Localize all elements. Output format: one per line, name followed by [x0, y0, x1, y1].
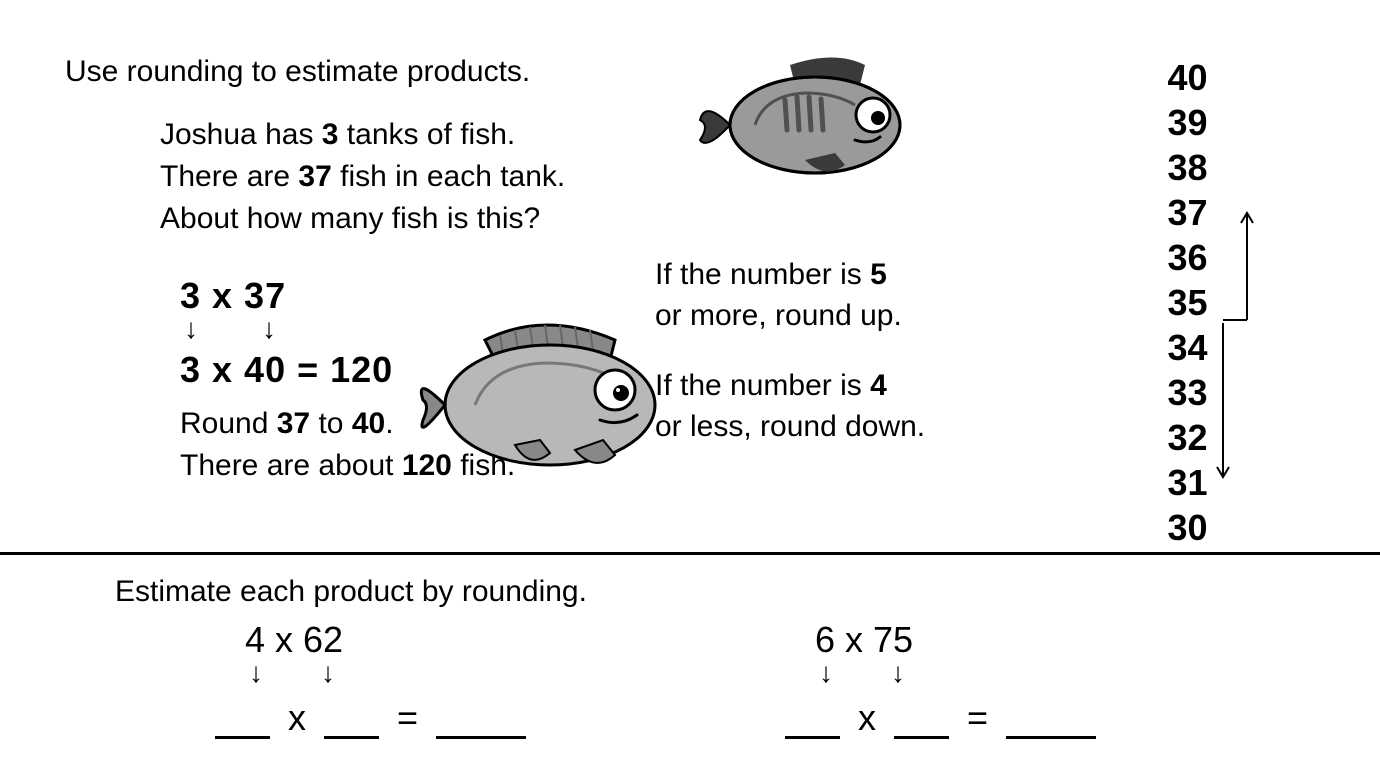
nl-value: 36 [1160, 235, 1215, 280]
exercise-1-blanks: x = [215, 697, 555, 747]
nl-value: 34 [1160, 325, 1215, 370]
rule-round-down: If the number is 4 or less, round down. [655, 366, 1015, 447]
nl-value: 30 [1160, 505, 1215, 550]
down-arrow-icon: ↓ [819, 659, 833, 687]
blank-operand-2[interactable] [894, 699, 949, 739]
nl-value: 38 [1160, 145, 1215, 190]
number-line-values: 40 39 38 37 36 35 34 33 32 31 30 [1160, 55, 1215, 550]
exercise-2: 6 x 75 ↓ ↓ x = [815, 619, 1125, 747]
down-arrow-icon: ↓ [184, 315, 198, 343]
exercise-1: 4 x 62 ↓ ↓ x = [245, 619, 555, 747]
fish-icon [415, 305, 685, 495]
section-divider [0, 552, 1380, 555]
blank-operand-1[interactable] [215, 699, 270, 739]
problem-line-3: About how many fish is this? [160, 202, 540, 235]
times-symbol: x [850, 697, 884, 739]
blank-result[interactable] [436, 699, 526, 739]
equals-symbol: = [389, 697, 426, 739]
bottom-instruction: Estimate each product by rounding. [115, 575, 1330, 609]
nl-value: 40 [1160, 55, 1215, 100]
down-arrow-icon: ↓ [262, 315, 276, 343]
nl-value: 32 [1160, 415, 1215, 460]
equals-symbol: = [959, 697, 996, 739]
problem-line-2: There are 37 fish in each tank. [160, 160, 565, 193]
down-arrow-icon: ↓ [891, 659, 905, 687]
down-arrow-icon: ↓ [321, 659, 335, 687]
down-arrow-icon: ↓ [249, 659, 263, 687]
number-line: 40 39 38 37 36 35 34 33 32 31 30 [1120, 55, 1280, 555]
exercise-2-arrows: ↓ ↓ [815, 659, 1125, 697]
nl-value: 35 [1160, 280, 1215, 325]
exercise-2-problem: 6 x 75 [815, 619, 1125, 661]
nl-value: 31 [1160, 460, 1215, 505]
nl-value: 37 [1160, 190, 1215, 235]
exercise-1-arrows: ↓ ↓ [245, 659, 555, 697]
blank-result[interactable] [1006, 699, 1096, 739]
nl-value: 39 [1160, 100, 1215, 145]
worked-answer-1: Round 37 to 40. [180, 407, 394, 440]
nl-value: 33 [1160, 370, 1215, 415]
exercise-2-blanks: x = [785, 697, 1125, 747]
rule-round-up: If the number is 5 or more, round up. [655, 255, 1015, 336]
times-symbol: x [280, 697, 314, 739]
problem-line-1: Joshua has 3 tanks of fish. [160, 118, 515, 151]
rounding-bracket-icon [1215, 65, 1265, 545]
exercise-1-problem: 4 x 62 [245, 619, 555, 661]
fish-icon [695, 45, 925, 205]
blank-operand-2[interactable] [324, 699, 379, 739]
rounding-rules: If the number is 5 or more, round up. If… [655, 255, 1015, 477]
blank-operand-1[interactable] [785, 699, 840, 739]
exercises-section: Estimate each product by rounding. 4 x 6… [115, 575, 1330, 747]
example-section: Use rounding to estimate products. Joshu… [65, 55, 1330, 565]
